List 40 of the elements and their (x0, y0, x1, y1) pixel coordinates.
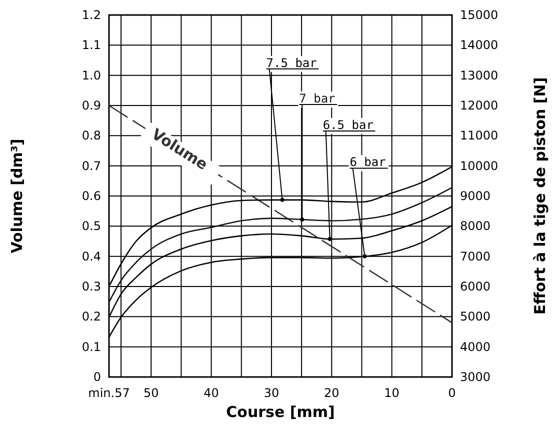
y-tick-label: 0 (93, 370, 101, 384)
x-tick-label: 10 (384, 386, 400, 400)
y2-tick-label: 4000 (460, 340, 491, 354)
y2-tick-label: 8000 (460, 219, 491, 234)
y-tick-label: 0.2 (82, 310, 101, 324)
y2-tick-label: 14000 (460, 38, 498, 52)
y2-tick-label: 5000 (460, 310, 491, 324)
y2-tick-label: 13000 (460, 68, 498, 82)
y2-tick-label: 6000 (460, 280, 491, 294)
y-tick-label: 0.3 (82, 280, 101, 294)
y-tick-label: 0.7 (82, 158, 101, 173)
y2-tick-label: 9000 (460, 189, 491, 203)
y2-tick-label: 15000 (460, 8, 498, 22)
y-tick-label: 0.5 (82, 219, 101, 234)
x-tick-label: 30 (264, 386, 280, 400)
text: 6.5 bar (322, 118, 374, 132)
x-tick-label: 0 (448, 386, 456, 400)
x-axis-title: Course [mm] (226, 403, 335, 421)
y-tick-label: 1.1 (82, 38, 101, 52)
y2-tick-label: 7000 (460, 249, 491, 264)
y-axis-title: Volume [dm³] (8, 138, 26, 254)
y2-tick-label: 12000 (460, 98, 498, 112)
y-tick-label: 0.1 (82, 340, 101, 354)
y2-tick-label: 10000 (460, 158, 498, 173)
x-tick-label: 50 (143, 386, 159, 400)
text: 7 bar (299, 92, 336, 106)
x-tick-label: 40 (204, 386, 219, 400)
y-tick-label: 0.9 (82, 98, 101, 112)
y-tick-label: 1.2 (82, 8, 101, 22)
x-tick-label: min.57 (88, 386, 130, 400)
y2-tick-label: 11000 (460, 128, 498, 143)
y2-tick-label: 3000 (460, 370, 491, 384)
text: 6 bar (350, 155, 386, 170)
y-tick-label: 0.4 (82, 249, 101, 264)
y-tick-label: 0.8 (82, 128, 101, 143)
text: 7.5 bar (266, 56, 317, 70)
y2-axis-title: Effort à la tige de piston [N] (531, 77, 549, 315)
y-tick-label: 1.0 (82, 68, 101, 82)
x-tick-label: 20 (324, 386, 340, 400)
y-tick-label: 0.6 (82, 189, 101, 203)
